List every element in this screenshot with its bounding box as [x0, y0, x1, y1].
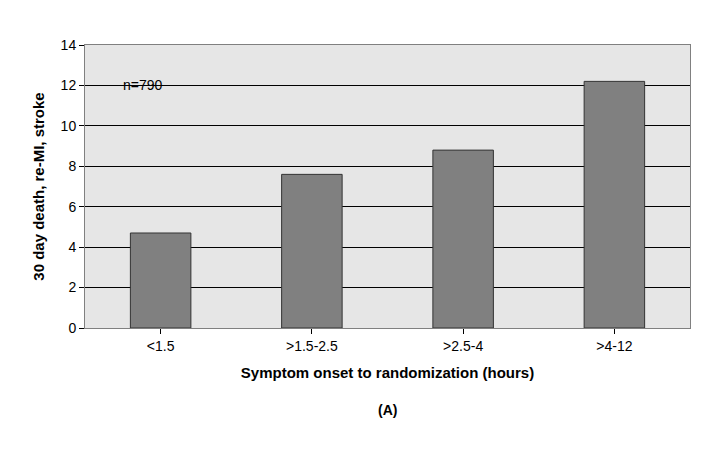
svg-text:10: 10 — [61, 118, 77, 134]
svg-text:Symptom onset to randomization: Symptom onset to randomization (hours) — [241, 364, 534, 381]
svg-text:>4-12: >4-12 — [596, 338, 632, 354]
svg-text:>2.5-4: >2.5-4 — [443, 338, 483, 354]
svg-text:30 day death, re-MI, stroke: 30 day death, re-MI, stroke — [30, 92, 47, 280]
svg-text:0: 0 — [68, 320, 76, 336]
svg-text:2: 2 — [68, 279, 76, 295]
svg-text:<1.5: <1.5 — [147, 338, 175, 354]
svg-text:14: 14 — [61, 37, 77, 53]
svg-text:n=790: n=790 — [123, 77, 163, 93]
svg-text:8: 8 — [68, 158, 76, 174]
svg-text:12: 12 — [61, 77, 77, 93]
svg-text:(A): (A) — [378, 402, 397, 418]
svg-text:6: 6 — [68, 199, 76, 215]
svg-text:4: 4 — [68, 239, 76, 255]
svg-text:>1.5-2.5: >1.5-2.5 — [286, 338, 338, 354]
